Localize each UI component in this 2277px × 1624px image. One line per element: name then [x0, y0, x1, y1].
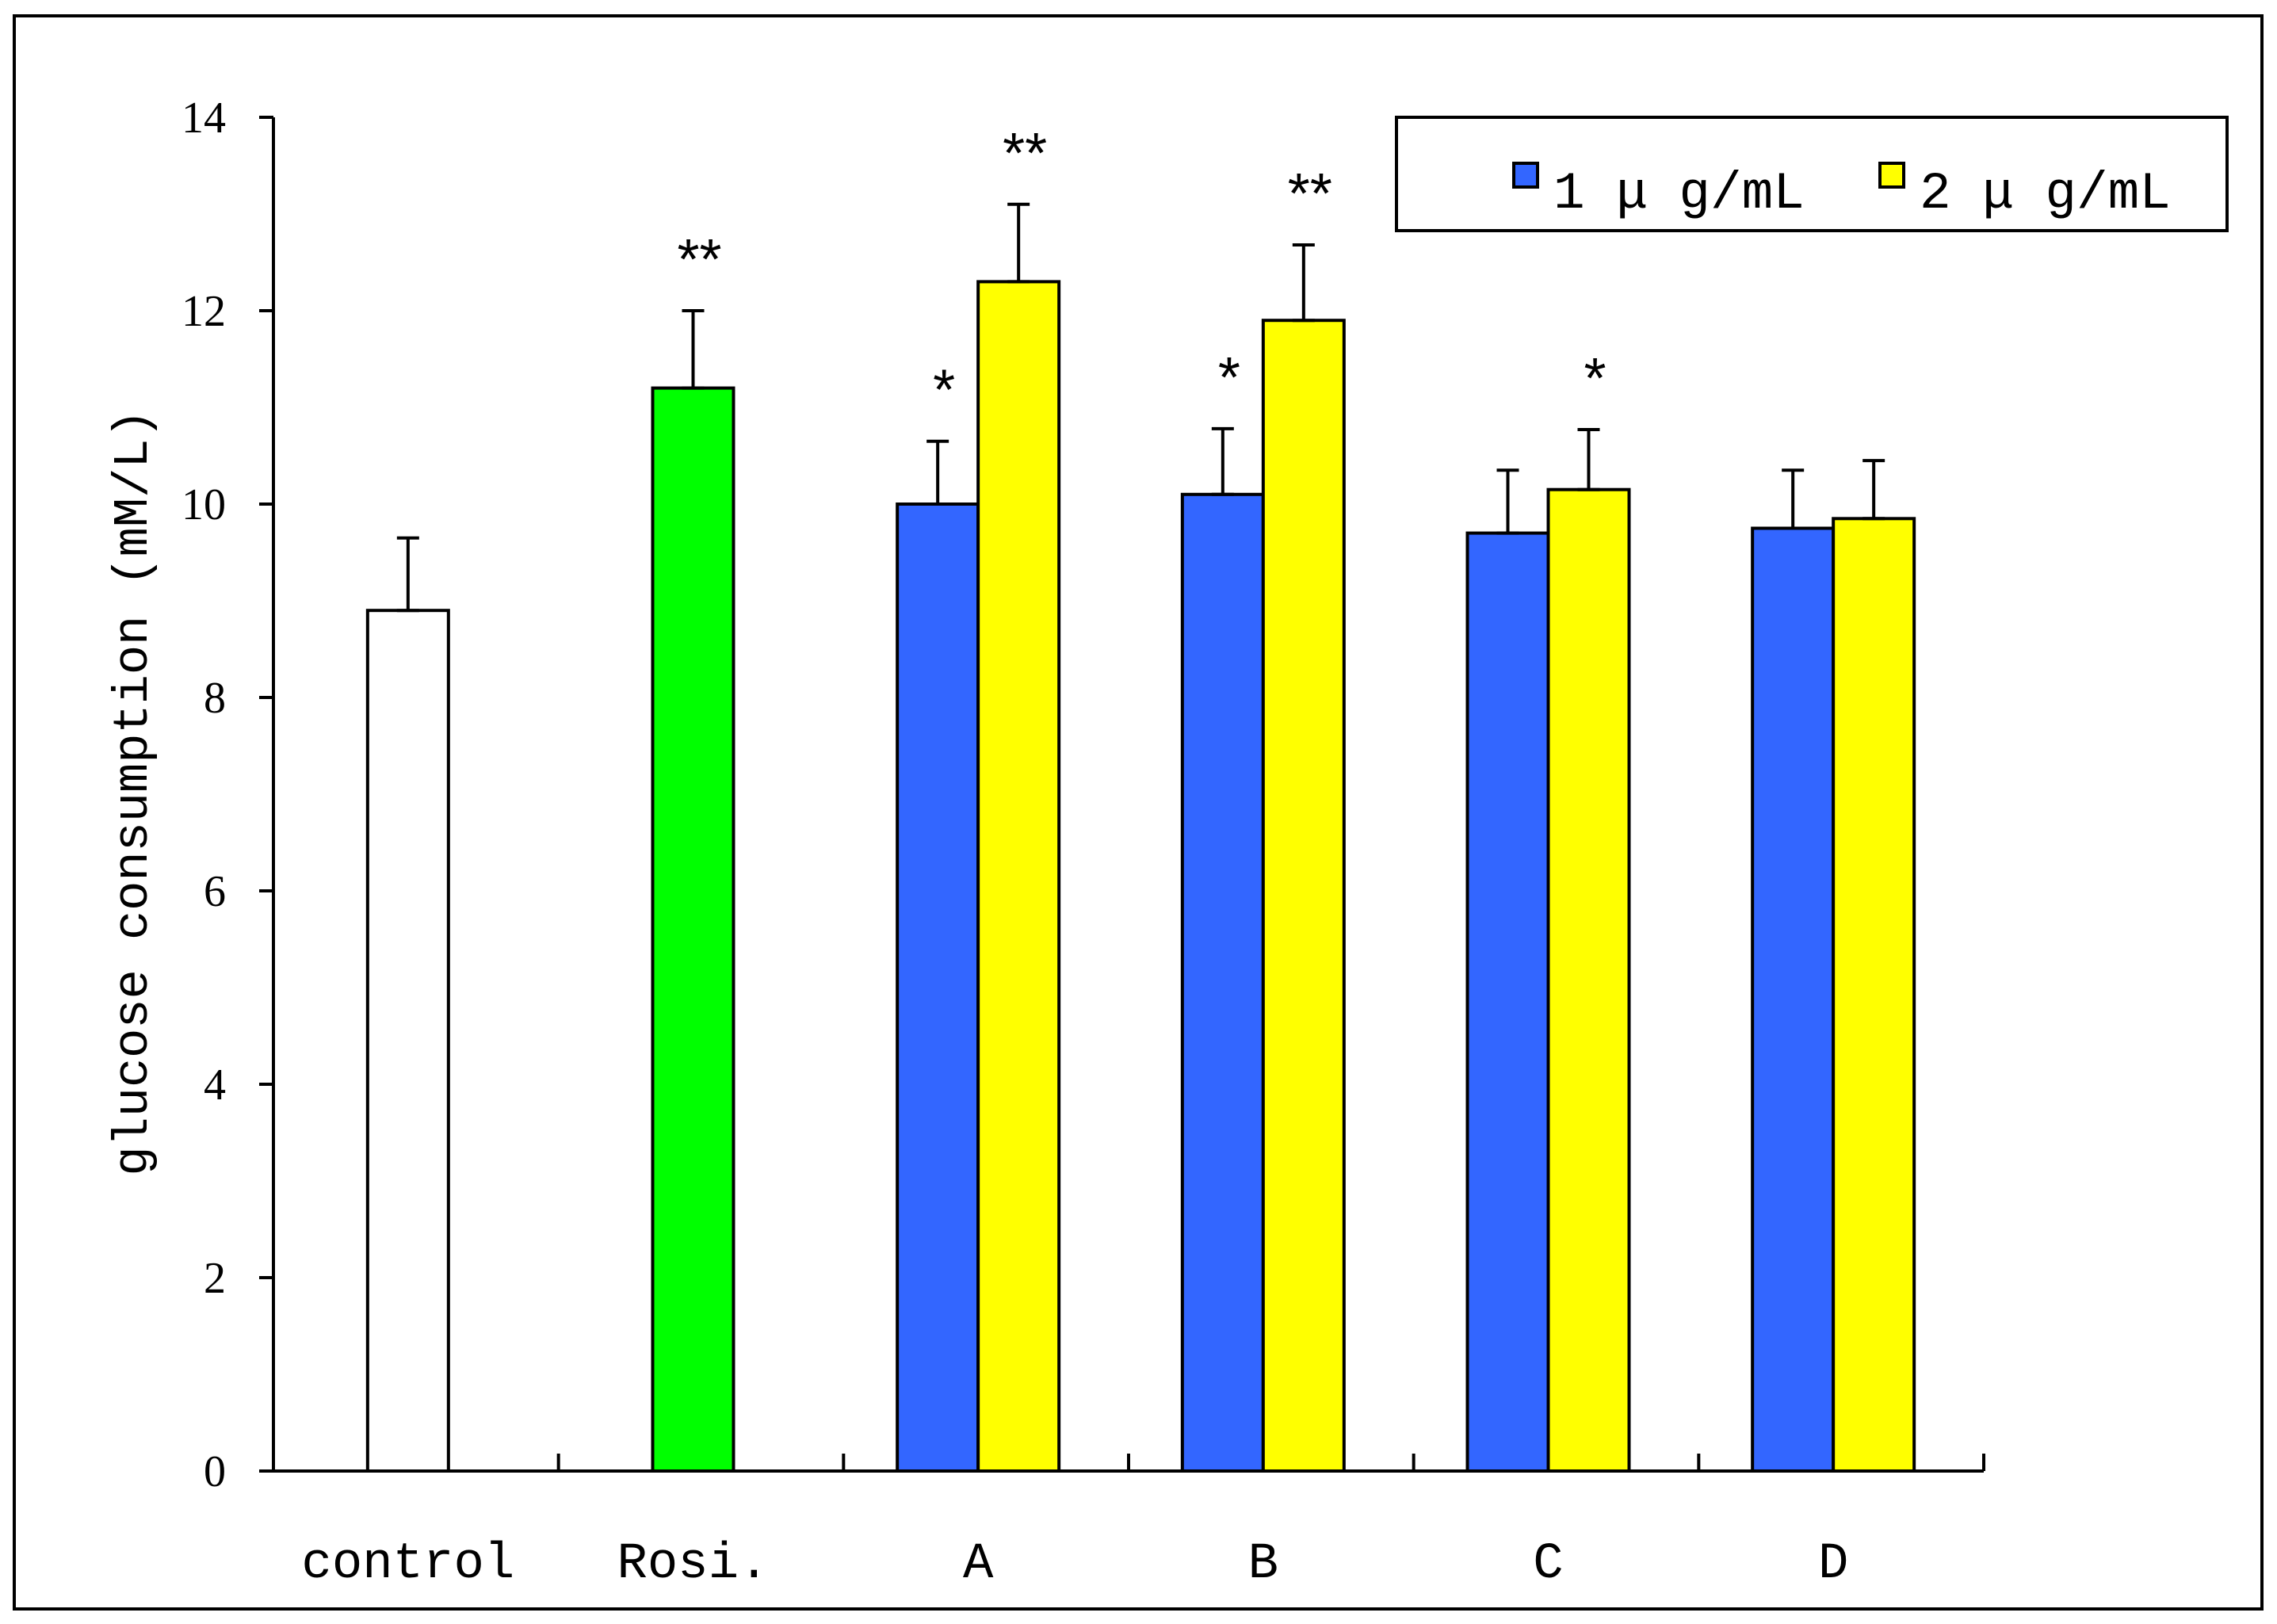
y-tick-label: 10: [181, 480, 226, 529]
x-tick-label: B: [1248, 1536, 1278, 1593]
legend-label: 2 μ g/mL: [1920, 164, 2171, 224]
y-tick-label: 14: [181, 94, 226, 143]
significance-label: **: [677, 228, 721, 292]
legend-label: 1 μ g/mL: [1553, 164, 1805, 224]
legend: 1 μ g/mL 2 μ g/mL: [1395, 116, 2229, 232]
bar: [1832, 517, 1916, 1473]
bar: [896, 502, 980, 1473]
x-tick-label: C: [1533, 1536, 1563, 1593]
bar: [651, 386, 735, 1473]
y-axis-ticks: 0 2 4 6 8 10 12 14: [181, 94, 273, 1496]
bar: [1261, 319, 1346, 1473]
legend-swatch: [1512, 162, 1539, 189]
x-tick-label: A: [963, 1536, 994, 1593]
x-tick-label: control: [301, 1536, 514, 1593]
y-tick-label: 2: [204, 1254, 226, 1303]
y-tick-label: 4: [204, 1060, 226, 1110]
x-tick-label: Rosi.: [617, 1536, 769, 1593]
bar: [1546, 487, 1631, 1473]
bar: [1180, 492, 1265, 1473]
significance-label: *: [1218, 346, 1240, 410]
bar: [976, 280, 1061, 1473]
significance-label: **: [1003, 122, 1047, 185]
y-tick-label: 6: [204, 867, 226, 916]
y-tick-label: 12: [181, 287, 226, 336]
legend-swatch: [1878, 162, 1905, 189]
significance-label: *: [1584, 347, 1606, 411]
x-axis-labels: control Rosi. A B C D: [301, 1536, 1848, 1593]
axes: [272, 117, 1985, 1473]
bar: [1751, 526, 1836, 1473]
x-tick-label: D: [1818, 1536, 1848, 1593]
chart-frame: [13, 14, 2264, 1611]
y-tick-label: 8: [204, 674, 226, 723]
y-axis-title: glucose consumption (mM/L): [105, 409, 162, 1175]
bar: [365, 609, 450, 1473]
significance-label: *: [933, 359, 955, 422]
y-tick-label: 0: [204, 1447, 226, 1496]
significance-label: **: [1288, 162, 1332, 226]
bar: [1465, 531, 1550, 1473]
